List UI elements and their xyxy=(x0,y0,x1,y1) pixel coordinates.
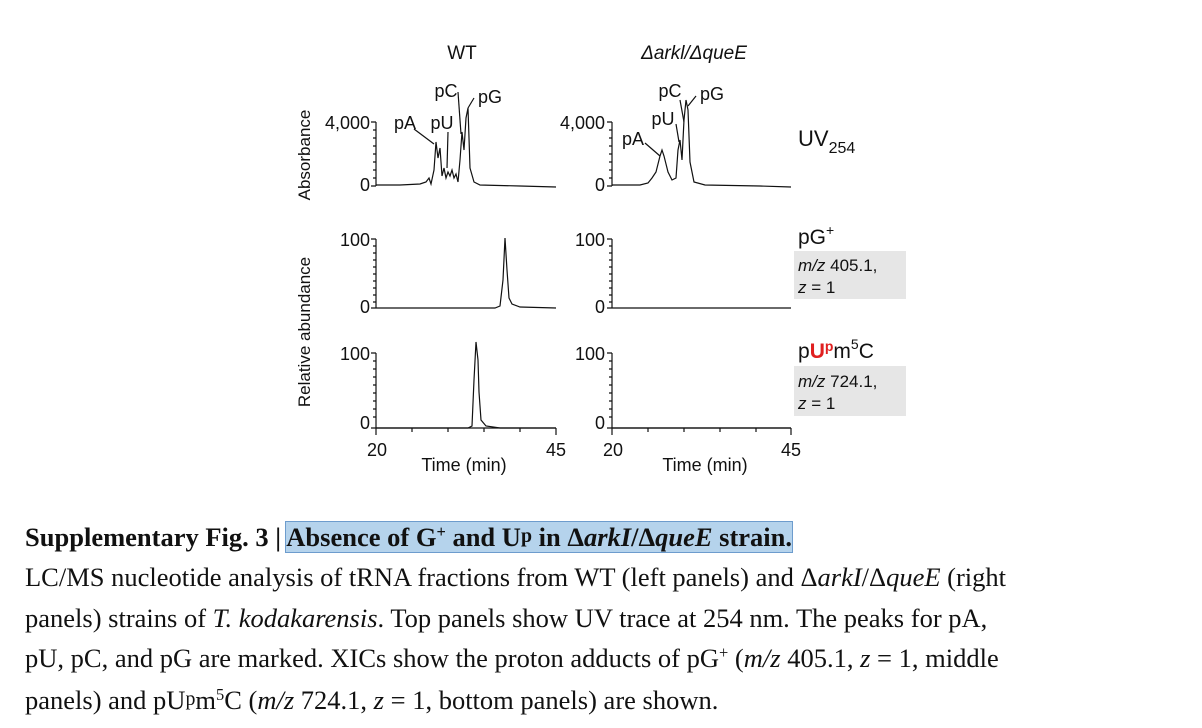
ko-pu-axis xyxy=(607,352,792,435)
col-title-mutant: Δarkl/ΔqueE xyxy=(640,43,747,64)
ko-peak-label-pG: pG xyxy=(700,84,724,104)
ko-x-title: Time (min) xyxy=(662,455,747,475)
wt-uv-tick-0: 0 xyxy=(360,175,370,195)
wt-pg-tick-100: 100 xyxy=(340,230,370,250)
wt-peak-leader-pU xyxy=(446,131,449,169)
wt-peak-label-pU: pU xyxy=(430,113,453,133)
pu-xic-mz: m/z 724.1, xyxy=(798,372,877,391)
pg-xic-box xyxy=(794,251,906,299)
ko-peak-leader-pC xyxy=(679,99,685,123)
wt-peak-leader-pA xyxy=(413,128,435,145)
ko-peak-leader-pA xyxy=(644,142,661,157)
col-title-wt: WT xyxy=(447,43,477,64)
ko-uv-axis xyxy=(607,121,613,187)
wt-peak-leader-pG xyxy=(467,97,475,109)
y-title-relative-abundance: Relative abundance xyxy=(295,257,314,407)
ko-uv-tick-0: 0 xyxy=(595,175,605,195)
ko-pu-tick-0: 0 xyxy=(595,413,605,433)
wt-pg-axis xyxy=(371,238,377,309)
caption-line-3: pU, pC, and pG are marked. XICs show the… xyxy=(25,643,999,674)
caption-highlighted-title[interactable]: Absence of G+ and Up in ΔarkI/ΔqueE stra… xyxy=(285,520,794,553)
wt-x-title: Time (min) xyxy=(421,455,506,475)
ko-pg-axis xyxy=(607,238,613,309)
pu-xic-box xyxy=(794,366,906,416)
ko-peak-label-pC: pC xyxy=(658,81,681,101)
wt-uv-tick-4000: 4,000 xyxy=(325,113,370,133)
caption-title-line: Supplementary Fig. 3 | Absence of G+ and… xyxy=(25,516,1185,557)
figure-panels: WT Δarkl/ΔqueE Absorbance Relative abund… xyxy=(295,43,906,475)
ko-peak-leader-pU xyxy=(675,123,680,143)
caption-line-4: panels) and pUpm5C (m/z 724.1, z = 1, bo… xyxy=(25,684,719,715)
wt-uv-axis xyxy=(371,121,377,187)
wt-pu-tick-0: 0 xyxy=(360,413,370,433)
pg-xic-z: z = 1 xyxy=(797,278,835,297)
wt-peak-label-pC: pC xyxy=(434,81,457,101)
wt-pu-tick-100: 100 xyxy=(340,344,370,364)
uv-row-label: UV254 xyxy=(798,126,855,157)
pu-xic-z: z = 1 xyxy=(797,394,835,413)
wt-x-tick-45: 45 xyxy=(546,440,566,460)
wt-uv-trace xyxy=(376,107,557,188)
ko-x-tick-20: 20 xyxy=(603,440,623,460)
wt-pg-trace xyxy=(376,237,557,309)
wt-pg-tick-0: 0 xyxy=(360,297,370,317)
ko-pg-tick-100: 100 xyxy=(575,230,605,250)
pu-row-label: pUpm5C xyxy=(798,336,874,363)
ko-uv-tick-4000: 4,000 xyxy=(560,113,605,133)
ko-pu-tick-100: 100 xyxy=(575,344,605,364)
wt-peak-label-pG: pG xyxy=(478,87,502,107)
ko-pg-tick-0: 0 xyxy=(595,297,605,317)
ko-peak-label-pU: pU xyxy=(651,109,674,129)
ko-peak-leader-pG xyxy=(687,95,697,107)
pg-row-label: pG+ xyxy=(798,222,834,249)
wt-peak-label-pA: pA xyxy=(394,113,416,133)
caption-line-1: LC/MS nucleotide analysis of tRNA fracti… xyxy=(25,562,1007,593)
figure-caption: Supplementary Fig. 3 | Absence of G+ and… xyxy=(25,516,1185,720)
pg-xic-mz: m/z 405.1, xyxy=(798,256,877,275)
ko-uv-trace xyxy=(612,99,792,188)
caption-fig-number: Supplementary Fig. 3 | xyxy=(25,521,287,552)
ko-x-tick-45: 45 xyxy=(781,440,801,460)
wt-peak-leader-pC xyxy=(457,91,462,135)
y-title-absorbance: Absorbance xyxy=(295,110,314,201)
wt-pu-axis xyxy=(371,352,557,435)
ko-peak-label-pA: pA xyxy=(622,129,644,149)
wt-x-tick-20: 20 xyxy=(367,440,387,460)
wt-pu-trace xyxy=(376,341,556,429)
caption-line-2: panels) strains of T. kodakarensis. Top … xyxy=(25,602,988,633)
